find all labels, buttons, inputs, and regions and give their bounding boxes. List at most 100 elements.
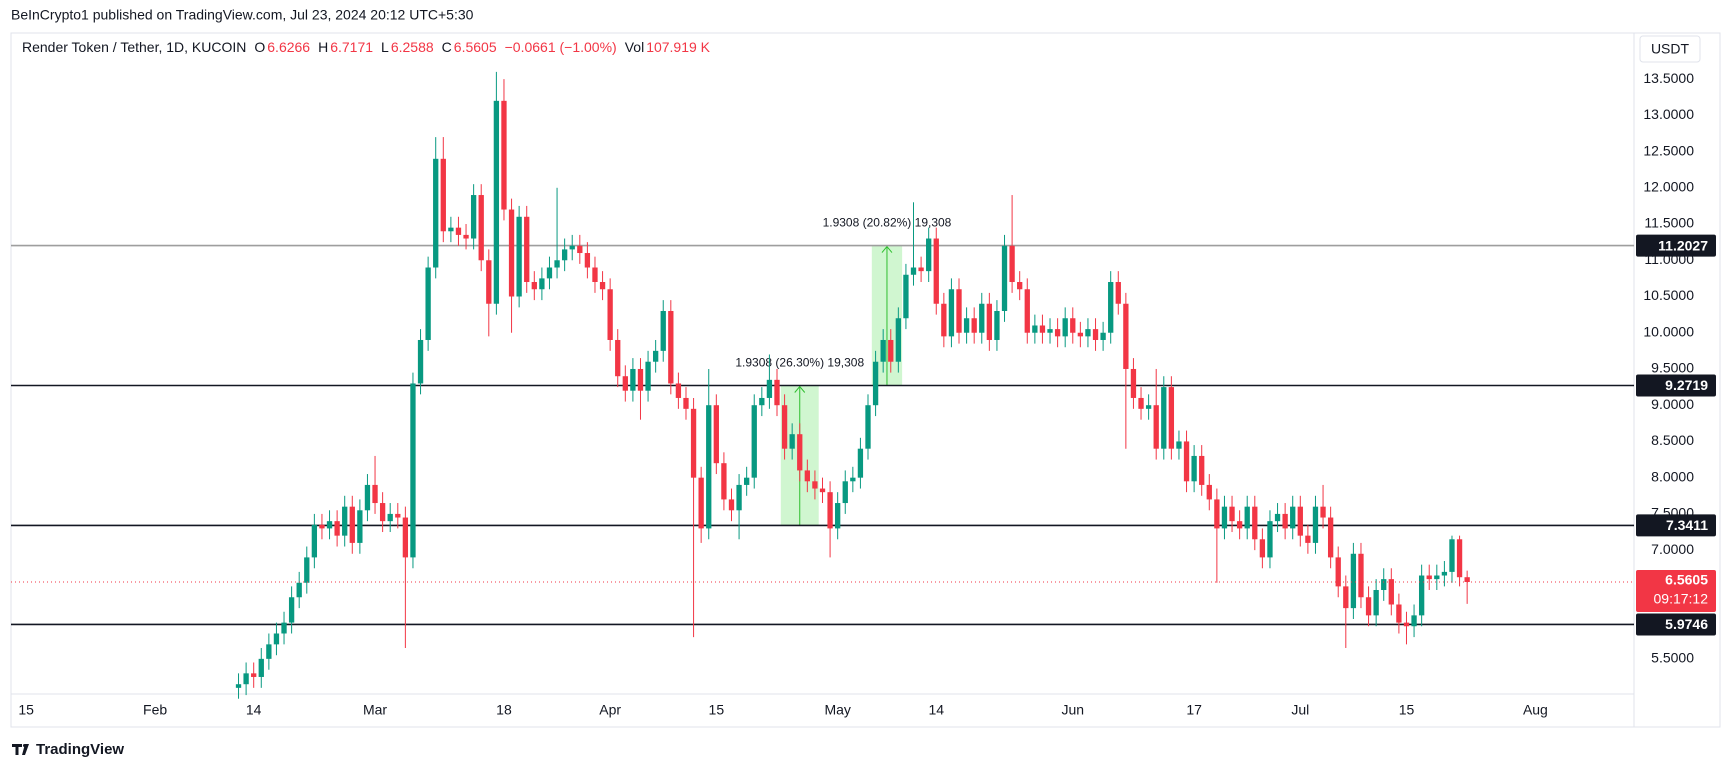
candle-body xyxy=(1267,521,1273,558)
measure-label: 1.9308 (20.82%) 19,308 xyxy=(823,216,952,230)
y-tick-label: 8.5000 xyxy=(1651,432,1694,448)
candle-body xyxy=(774,379,780,406)
candle-body xyxy=(903,274,909,319)
x-tick-label: 14 xyxy=(928,702,944,718)
candle-body xyxy=(599,282,606,290)
candle-body xyxy=(334,521,340,536)
candle-body xyxy=(1054,329,1061,337)
candle-body xyxy=(379,503,386,522)
candle-body xyxy=(1039,325,1046,333)
candle-body xyxy=(948,289,955,337)
candle-body xyxy=(926,238,932,272)
y-tick-label: 10.5000 xyxy=(1643,287,1694,303)
x-tick-label: 15 xyxy=(709,702,725,718)
candle-body xyxy=(781,405,788,449)
candle-body xyxy=(941,303,947,337)
y-tick-label: 13.5000 xyxy=(1643,70,1694,86)
candle-body xyxy=(478,195,484,261)
candle-body xyxy=(1259,539,1266,558)
candle-body xyxy=(304,557,310,583)
candle-body xyxy=(1161,387,1167,449)
candle-body xyxy=(448,227,454,232)
candle-body xyxy=(1062,318,1068,337)
candle-body xyxy=(1199,455,1205,485)
y-tick-label: 5.5000 xyxy=(1651,650,1694,666)
candle-body xyxy=(251,673,257,677)
candle-body xyxy=(1123,303,1129,369)
candle-body xyxy=(1130,368,1137,398)
candle-body xyxy=(1236,521,1243,529)
candle-body xyxy=(652,350,659,362)
measure-label: 1.9308 (26.30%) 19,308 xyxy=(735,356,864,370)
candle-body xyxy=(1403,622,1410,627)
candle-body xyxy=(956,289,962,333)
currency-box[interactable] xyxy=(1639,35,1701,63)
level-label: 7.3411 xyxy=(1666,517,1708,533)
candle-body xyxy=(425,267,431,340)
candle-body xyxy=(395,513,401,518)
candle-body xyxy=(546,267,553,279)
candle-body xyxy=(1290,506,1296,529)
candle-body xyxy=(835,503,841,529)
candle-body xyxy=(463,234,469,239)
candle-body xyxy=(736,484,742,511)
candle-body xyxy=(440,158,446,232)
candle-body xyxy=(1047,329,1053,333)
candle-body xyxy=(1115,282,1121,304)
candle-body xyxy=(721,463,727,500)
candle-body xyxy=(554,260,560,268)
candle-body xyxy=(751,405,757,478)
candle-body xyxy=(857,448,864,478)
level-label-box xyxy=(1636,234,1716,257)
candle-body xyxy=(698,477,704,529)
footer: TradingView xyxy=(36,741,124,758)
candle-body xyxy=(288,597,295,623)
candle-body xyxy=(660,310,666,351)
candle-body xyxy=(1388,579,1394,605)
vol-label: Vol xyxy=(625,39,644,55)
candle-body xyxy=(326,521,333,529)
currency[interactable]: USDT xyxy=(1651,41,1690,57)
candle-body xyxy=(1411,615,1417,627)
x-tick-label: 15 xyxy=(1399,702,1415,718)
candle-body xyxy=(1312,506,1319,543)
candle-body xyxy=(690,408,697,478)
candle-body xyxy=(1214,499,1220,529)
candle-body xyxy=(1252,506,1258,540)
candle-body xyxy=(349,506,355,543)
candle-body xyxy=(387,513,393,522)
candle-body xyxy=(789,434,795,449)
candle-body xyxy=(1434,575,1440,580)
last-price-box xyxy=(1636,569,1716,612)
y-tick-label: 8.0000 xyxy=(1651,468,1694,484)
candle-body xyxy=(1327,517,1334,558)
candle-body xyxy=(1145,405,1152,409)
candle-body xyxy=(1350,553,1357,609)
o-value: 6.6266 xyxy=(267,39,310,55)
candle-body xyxy=(372,484,378,504)
candle-body xyxy=(895,318,901,362)
level-label: 9.2719 xyxy=(1665,377,1708,393)
candle-body xyxy=(728,499,735,511)
candle-body xyxy=(827,492,833,529)
candle-body xyxy=(402,517,409,558)
candle-body xyxy=(637,368,644,391)
legend: Render Token / Tether, 1D, KUCOIN O 6.6266… xyxy=(22,39,711,55)
plot: 1.9308 (26.30%) 19,308 1.9308 (20.82%) 19… xyxy=(11,71,1634,699)
candle-body xyxy=(1297,506,1303,536)
candle-body xyxy=(668,310,674,384)
candle-body xyxy=(1070,318,1076,333)
level-label: 11.2027 xyxy=(1658,237,1708,253)
candle-body xyxy=(531,282,537,290)
l-label: L xyxy=(381,39,389,55)
candle-body xyxy=(455,227,462,235)
candle-body xyxy=(1373,590,1379,616)
candle-body xyxy=(1221,506,1228,529)
candle-body xyxy=(971,318,977,333)
candle-body xyxy=(759,397,765,406)
h-value: 6.7171 xyxy=(330,39,373,55)
candle-body xyxy=(311,524,318,558)
x-tick-label: 14 xyxy=(246,702,262,718)
x-tick-label: 17 xyxy=(1186,702,1202,718)
candle-body xyxy=(994,310,1000,340)
